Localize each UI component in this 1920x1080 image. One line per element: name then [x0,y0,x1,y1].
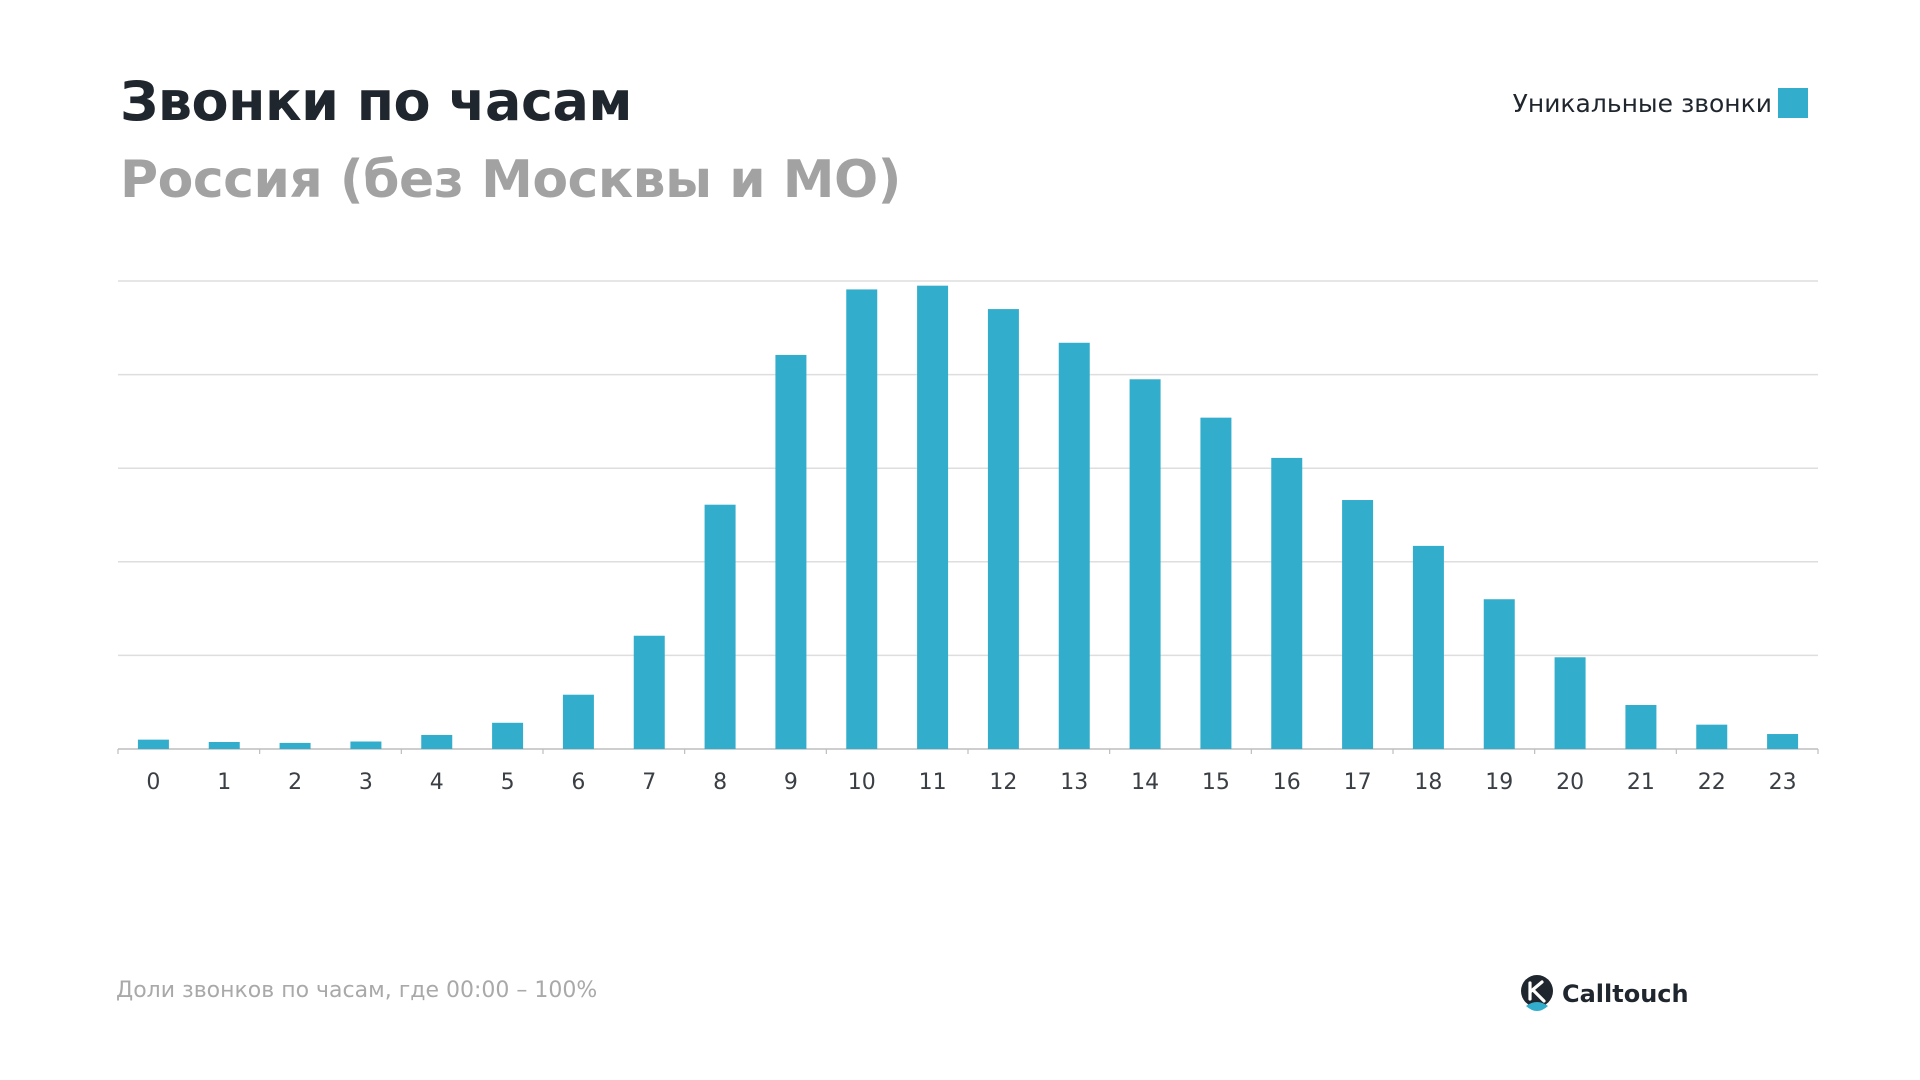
x-tick-label: 17 [1344,770,1372,795]
x-tick-label: 11 [919,770,947,795]
bar-9 [775,354,807,749]
bar-11 [917,285,949,749]
bar-6 [562,694,594,749]
tick-layer: 0 1 2 3 4 5 6 7 8 9 10 11 12 13 14 15 16 17 18 19 20 21 22 23 [146,770,1796,795]
bar-3 [350,741,382,749]
bar-23 [1767,734,1799,749]
x-tick-label: 15 [1202,770,1230,795]
x-tick-label: 2 [288,770,302,795]
bar-21 [1625,705,1657,749]
x-tick-label: 14 [1131,770,1159,795]
x-tick-label: 5 [501,770,515,795]
x-tick-label: 22 [1698,770,1726,795]
x-tick-label: 12 [989,770,1017,795]
x-tick-label: 8 [713,770,727,795]
bar-22 [1696,724,1728,749]
x-tick-label: 10 [848,770,876,795]
brand-name: Calltouch [1562,980,1689,1008]
x-tick-label: 21 [1627,770,1655,795]
bar-10 [846,289,878,749]
bar-2 [279,742,311,749]
bar-13 [1058,342,1090,749]
x-tick-label: 1 [217,770,231,795]
bar-16 [1271,457,1303,749]
legend: Уникальные звонки [1513,88,1808,118]
bar-4 [421,734,453,749]
x-tick-label: 19 [1485,770,1513,795]
x-tick-label: 20 [1556,770,1584,795]
bar-20 [1554,657,1586,749]
x-tick-label: 16 [1273,770,1301,795]
bar-layer [137,285,1799,749]
x-tick-label: 0 [146,770,160,795]
calltouch-logo-icon [1521,975,1553,1011]
x-tick-label: 6 [571,770,585,795]
brand-logo[interactable]: Calltouch [1520,974,1689,1014]
bar-19 [1483,599,1515,749]
bar-18 [1412,545,1444,749]
chart-title: Звонки по часам [120,70,633,133]
bar-14 [1129,379,1161,749]
x-tick-label: 18 [1414,770,1442,795]
chart-subtitle: Россия (без Москвы и МО) [120,150,901,210]
grid-layer [117,280,1819,754]
bar-12 [987,309,1019,749]
bar-15 [1200,417,1232,749]
footnote: Доли звонков по часам, где 00:00 – 100% [116,978,598,1003]
x-tick-label: 13 [1060,770,1088,795]
x-tick-label: 7 [642,770,656,795]
x-tick-label: 4 [430,770,444,795]
bar-17 [1342,500,1374,749]
x-tick-label: 9 [784,770,798,795]
bar-5 [492,722,524,749]
bar-0 [137,739,169,749]
legend-swatch [1778,88,1808,118]
bar-7 [633,635,665,749]
bar-8 [704,504,736,749]
bar-1 [208,741,240,749]
legend-label: Уникальные звонки [1512,88,1772,118]
x-tick-label: 23 [1769,770,1797,795]
x-tick-label: 3 [359,770,373,795]
